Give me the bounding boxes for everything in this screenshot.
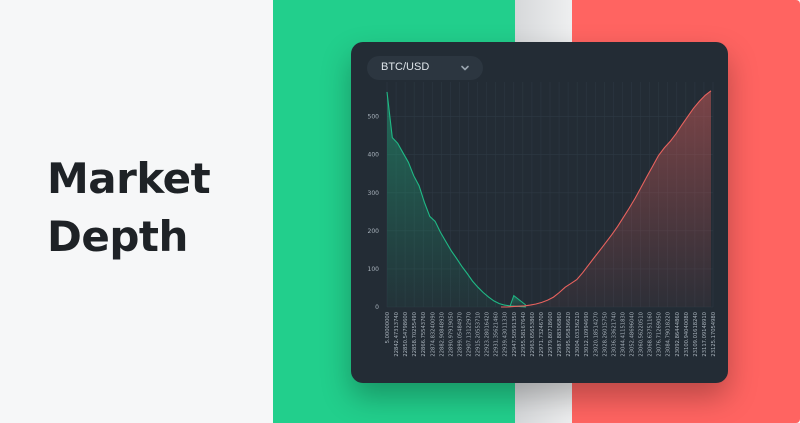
x-tick-label: 22963.65653860: [530, 312, 536, 357]
x-tick-label: 23109.01618240: [693, 312, 699, 357]
depth-chart: 0 100 200 300 400 500 5.00000000 22842.47313740…: [368, 82, 717, 357]
x-tick-label: 5.00000000: [385, 312, 391, 343]
title-line-2: Depth: [47, 212, 188, 261]
x-tick-label: 23068.63751160: [648, 312, 654, 357]
left-panel: [0, 0, 273, 423]
ask-line: [501, 90, 712, 308]
x-tick-label: 22874.83240090: [430, 312, 436, 357]
y-tick-label: 200: [368, 228, 380, 235]
x-tick-label: 22890.97919050: [448, 312, 454, 357]
x-tick-label: 22987.88306860: [557, 312, 563, 357]
x-tick-label: 23036.33621740: [611, 312, 617, 357]
x-tick-label: 22955.58167640: [521, 312, 527, 357]
y-tick-label: 0: [375, 304, 379, 311]
x-tick-label: 22931.35621460: [494, 312, 500, 357]
x-tick-label: 22907.13122970: [467, 312, 473, 357]
x-tick-label: 23100.94040080: [684, 312, 690, 357]
ask-area: [501, 90, 711, 307]
y-tick-label: 400: [368, 152, 380, 159]
x-tick-label: 23117.09148910: [702, 312, 708, 357]
bid-annotation-bump: [509, 294, 527, 308]
chevron-down-icon: [461, 65, 469, 71]
title-line-1: Market: [47, 154, 211, 203]
pair-selector[interactable]: BTC/USD: [367, 56, 483, 80]
x-tick-label: 22995.95836620: [566, 312, 572, 357]
x-tick-label: 23125.17054980: [711, 312, 717, 357]
y-tick-label: 500: [368, 114, 380, 121]
pair-selector-label: BTC/USD: [381, 61, 430, 73]
x-tick-label: 22842.47313740: [394, 312, 400, 357]
x-tick-label: 22866.75543760: [421, 312, 427, 357]
x-tick-label: 22915.20553710: [476, 312, 482, 357]
depth-chart-card: 0 100 200 300 400 500 5.00000000 22842.47313740…: [351, 42, 728, 383]
x-tick-label: 23084.79018220: [666, 312, 672, 357]
x-tick-label: 22850.54798600: [403, 312, 409, 357]
x-tick-label: 23012.10994690: [584, 312, 590, 357]
y-tick-label: 100: [368, 266, 380, 273]
x-tick-label: 22858.70255490: [412, 312, 418, 357]
x-tick-label: 22971.73246700: [539, 312, 545, 357]
x-tick-label: 22979.80718600: [548, 312, 554, 357]
x-tick-label: 22899.05484970: [457, 312, 463, 357]
x-tick-label: 23004.03336210: [575, 312, 581, 357]
x-tick-label: 22923.28016420: [485, 312, 491, 357]
x-tick-label: 23028.26015750: [602, 312, 608, 357]
x-tick-label: 22882.90848930: [439, 312, 445, 357]
x-tick-label: 23060.56220510: [639, 312, 645, 357]
y-tick-label: 300: [368, 190, 380, 197]
bid-line: [386, 91, 527, 308]
x-tick-label: 23076.71269050: [657, 312, 663, 357]
x-tick-label: 23044.41151830: [620, 312, 626, 357]
x-tick-label: 23092.86444860: [675, 312, 681, 357]
x-tick-label: 23052.48696040: [630, 312, 636, 357]
x-tick-label: 23020.18514270: [593, 312, 599, 357]
x-tick-label: 22947.50591350: [512, 312, 518, 357]
x-tick-label: 22939.43011330: [503, 312, 509, 357]
page-title: Market Depth: [47, 150, 211, 266]
bid-area: [387, 91, 526, 308]
